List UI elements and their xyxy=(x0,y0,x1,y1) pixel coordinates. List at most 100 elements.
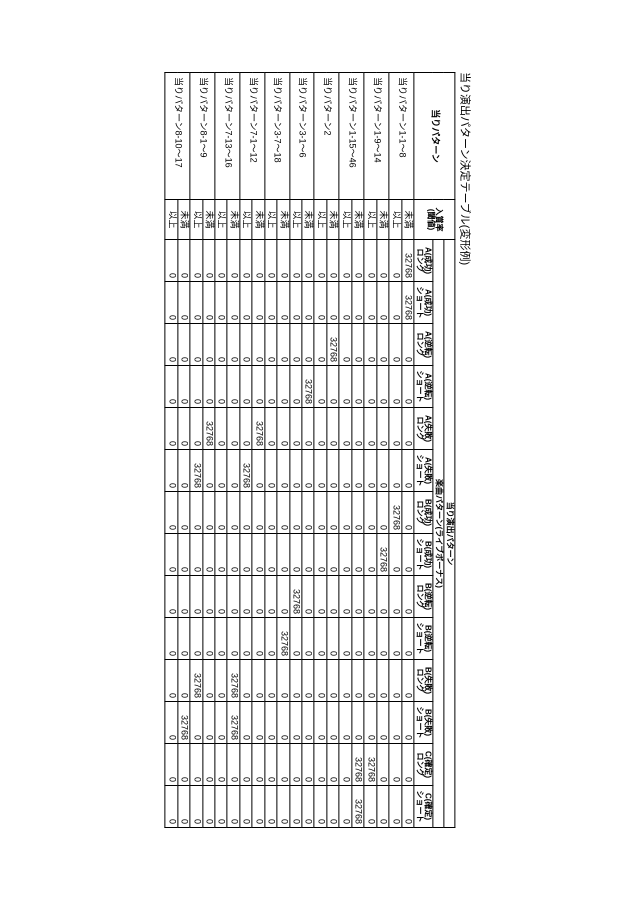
data-cell: 0 xyxy=(314,492,326,534)
data-cell: 0 xyxy=(314,408,326,450)
data-cell: 0 xyxy=(302,534,314,576)
data-cell: 0 xyxy=(215,492,227,534)
data-cell: 0 xyxy=(178,324,190,366)
table-row: 当りパターン1-15～46未満0000000000003276832768 xyxy=(352,73,364,828)
table-row: 当りパターン8-10～17未満000000000003276800 xyxy=(178,73,190,828)
data-cell: 0 xyxy=(377,240,389,282)
data-cell: 0 xyxy=(401,618,413,660)
data-cell: 0 xyxy=(240,240,252,282)
data-cell: 0 xyxy=(339,702,351,744)
threshold-cell: 未満 xyxy=(252,200,264,240)
data-cell: 0 xyxy=(215,786,227,828)
data-cell: 32768 xyxy=(277,618,289,660)
data-cell: 0 xyxy=(265,240,277,282)
data-cell: 0 xyxy=(165,240,177,282)
data-cell: 0 xyxy=(314,366,326,408)
data-cell: 0 xyxy=(377,492,389,534)
data-cell: 0 xyxy=(277,576,289,618)
threshold-cell: 未満 xyxy=(202,200,214,240)
data-cell: 0 xyxy=(265,450,277,492)
data-cell: 0 xyxy=(265,282,277,324)
data-cell: 0 xyxy=(265,534,277,576)
data-cell: 0 xyxy=(190,744,202,786)
data-cell: 0 xyxy=(240,576,252,618)
threshold-cell: 未満 xyxy=(178,200,190,240)
data-cell: 0 xyxy=(227,744,239,786)
data-cell: 0 xyxy=(401,450,413,492)
data-cell: 32768 xyxy=(240,450,252,492)
data-cell: 0 xyxy=(339,492,351,534)
data-cell: 0 xyxy=(265,786,277,828)
hdr-col: B(逆転)ロング xyxy=(414,576,433,618)
data-cell: 0 xyxy=(240,324,252,366)
data-cell: 0 xyxy=(327,576,339,618)
data-cell: 0 xyxy=(190,786,202,828)
hdr-col: B(失敗)ロング xyxy=(414,660,433,702)
data-cell: 0 xyxy=(190,576,202,618)
data-cell: 32768 xyxy=(352,744,364,786)
data-cell: 0 xyxy=(327,618,339,660)
data-cell: 0 xyxy=(401,702,413,744)
hdr-col: B(逆転)ショート xyxy=(414,618,433,660)
data-cell: 0 xyxy=(165,534,177,576)
data-cell: 0 xyxy=(252,366,264,408)
data-cell: 0 xyxy=(252,786,264,828)
data-cell: 0 xyxy=(215,702,227,744)
data-cell: 0 xyxy=(401,744,413,786)
data-cell: 0 xyxy=(389,576,401,618)
data-cell: 0 xyxy=(377,786,389,828)
data-cell: 0 xyxy=(377,282,389,324)
data-cell: 0 xyxy=(302,282,314,324)
row-label: 当りパターン1-9～14 xyxy=(364,73,389,200)
data-cell: 0 xyxy=(190,492,202,534)
data-cell: 0 xyxy=(277,450,289,492)
data-cell: 0 xyxy=(377,408,389,450)
data-cell: 0 xyxy=(178,240,190,282)
hdr-col: A(逆転)ショート xyxy=(414,366,433,408)
threshold-cell: 未満 xyxy=(227,200,239,240)
data-cell: 0 xyxy=(165,408,177,450)
data-cell: 0 xyxy=(364,366,376,408)
data-cell: 0 xyxy=(389,324,401,366)
data-cell: 0 xyxy=(202,492,214,534)
data-cell: 0 xyxy=(165,786,177,828)
table-head: 当りパターン 入賞率(閾値) 当り演出パターン 楽曲パターン(ライブボーナス) … xyxy=(414,73,455,828)
data-cell: 0 xyxy=(165,366,177,408)
data-cell: 0 xyxy=(314,618,326,660)
data-cell: 0 xyxy=(339,786,351,828)
data-cell: 0 xyxy=(327,744,339,786)
data-cell: 0 xyxy=(339,240,351,282)
data-cell: 0 xyxy=(327,702,339,744)
data-cell: 0 xyxy=(252,240,264,282)
data-cell: 0 xyxy=(377,702,389,744)
data-cell: 0 xyxy=(377,744,389,786)
data-cell: 0 xyxy=(377,576,389,618)
threshold-cell: 未満 xyxy=(377,200,389,240)
data-cell: 0 xyxy=(277,366,289,408)
row-label: 当りパターン3-7～18 xyxy=(265,73,290,200)
data-cell: 0 xyxy=(314,660,326,702)
pattern-table: 当りパターン 入賞率(閾値) 当り演出パターン 楽曲パターン(ライブボーナス) … xyxy=(165,72,456,828)
data-cell: 0 xyxy=(265,366,277,408)
data-cell: 0 xyxy=(227,366,239,408)
data-cell: 0 xyxy=(190,240,202,282)
data-cell: 0 xyxy=(364,534,376,576)
hdr-col: B(成功)ロング xyxy=(414,492,433,534)
data-cell: 0 xyxy=(240,744,252,786)
data-cell: 0 xyxy=(389,282,401,324)
row-label: 当りパターン1-1～8 xyxy=(389,73,414,200)
data-cell: 0 xyxy=(227,492,239,534)
data-cell: 0 xyxy=(339,282,351,324)
data-cell: 0 xyxy=(302,660,314,702)
data-cell: 0 xyxy=(314,240,326,282)
data-cell: 0 xyxy=(339,744,351,786)
data-cell: 0 xyxy=(252,492,264,534)
data-cell: 0 xyxy=(202,450,214,492)
data-cell: 0 xyxy=(252,324,264,366)
data-cell: 0 xyxy=(401,324,413,366)
data-cell: 0 xyxy=(240,408,252,450)
data-cell: 0 xyxy=(265,576,277,618)
data-cell: 0 xyxy=(190,408,202,450)
data-cell: 0 xyxy=(165,450,177,492)
data-cell: 0 xyxy=(339,660,351,702)
